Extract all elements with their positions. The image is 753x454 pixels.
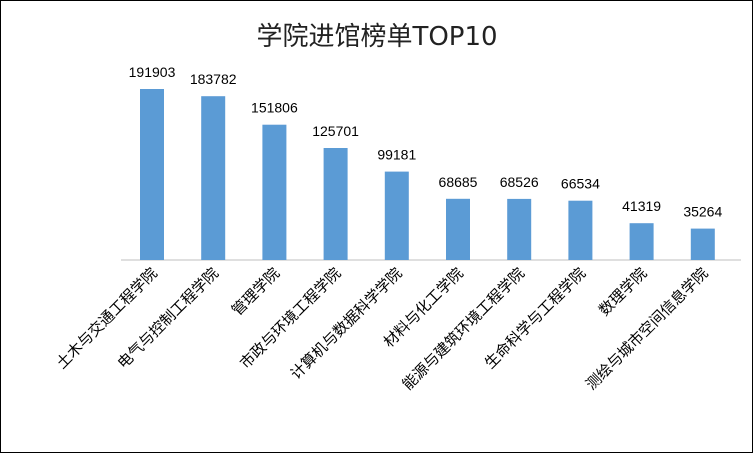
value-label-7: 68526 bbox=[500, 174, 539, 190]
value-label-8: 66534 bbox=[561, 176, 600, 192]
bar-3 bbox=[262, 124, 287, 260]
category-label-8: 生命科学与工程学院 bbox=[481, 264, 589, 372]
category-label-1: 土木与交通工程学院 bbox=[53, 264, 161, 372]
bar-1 bbox=[140, 89, 164, 260]
category-label-2: 电气与控制工程学院 bbox=[114, 264, 222, 372]
category-label-10: 测绘与城市空间信息学院 bbox=[582, 264, 711, 393]
value-label-6: 68685 bbox=[439, 174, 478, 190]
category-label-4: 市政与环境工程学院 bbox=[236, 264, 344, 372]
value-label-5: 99181 bbox=[377, 147, 416, 163]
category-label-3: 管理学院 bbox=[228, 264, 283, 319]
bar-9 bbox=[629, 223, 654, 260]
bar-5 bbox=[384, 171, 409, 260]
category-label-7: 能源与建筑环境工程学院 bbox=[399, 264, 528, 393]
value-label-3: 151806 bbox=[251, 100, 298, 116]
bar-4 bbox=[323, 148, 348, 260]
category-label-9: 数理学院 bbox=[595, 264, 650, 319]
category-label-5: 计算机与数据科学学院 bbox=[287, 264, 406, 383]
value-label-4: 125701 bbox=[312, 123, 359, 139]
value-label-2: 183782 bbox=[190, 71, 237, 87]
chart-title: 学院进馆榜单TOP10 bbox=[256, 22, 497, 52]
bar-6 bbox=[446, 198, 470, 260]
bar-10 bbox=[690, 228, 715, 260]
bars-group bbox=[140, 89, 715, 260]
bar-7 bbox=[507, 198, 532, 260]
value-label-1: 191903 bbox=[129, 64, 176, 80]
bar-8 bbox=[568, 200, 593, 260]
value-label-10: 35264 bbox=[683, 204, 722, 220]
value-label-9: 41319 bbox=[622, 198, 661, 214]
bar-2 bbox=[201, 96, 226, 260]
value-labels-group: 191903 183782 151806 125701 99181 68685 68526 6… bbox=[129, 64, 723, 220]
